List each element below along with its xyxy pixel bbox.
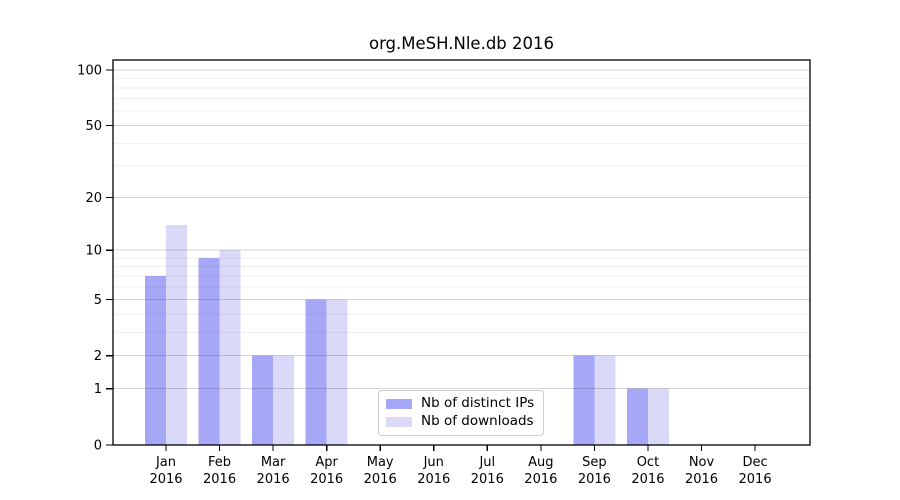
x-tick-label-year: 2016 [310, 472, 343, 487]
x-tick-label-year: 2016 [471, 472, 504, 487]
legend-label-downloads: Nb of downloads [421, 413, 534, 430]
legend-item-downloads: Nb of downloads [386, 415, 543, 429]
x-axis: Jan 2016 Feb 2016 Mar 2016 Apr 2016 May 2016 Jun 20… [149, 445, 772, 487]
y-tick-label: 1 [94, 382, 102, 397]
legend-swatch-distinct-ips-icon [386, 399, 412, 410]
legend-swatch-downloads-icon [386, 416, 412, 427]
x-tick-label-month: Apr [315, 455, 338, 470]
y-tick-label: 50 [85, 119, 102, 134]
x-tick-label-month: Mar [261, 455, 286, 470]
x-tick-label-year: 2016 [149, 472, 182, 487]
bar-jan-distinct-ips [145, 276, 166, 445]
gridlines [113, 69, 810, 390]
x-tick-label-month: Oct [637, 455, 659, 470]
x-tick-label-year: 2016 [257, 472, 290, 487]
legend-label-distinct-ips: Nb of distinct IPs [421, 395, 535, 412]
x-tick-label-year: 2016 [631, 472, 664, 487]
plot-border [112, 59, 811, 446]
bar-apr-distinct-ips [305, 299, 327, 445]
x-tick-label-month: Feb [208, 455, 231, 470]
x-tick-label-month: Aug [528, 455, 553, 470]
bar-oct-downloads [647, 388, 669, 445]
bar-feb-distinct-ips [198, 257, 220, 445]
x-tick-label-month: Dec [742, 455, 767, 470]
bar-sep-downloads [594, 355, 616, 445]
x-tick-label-year: 2016 [685, 472, 718, 487]
bar-oct-distinct-ips [626, 388, 648, 445]
x-tick-label-year: 2016 [524, 472, 557, 487]
y-tick-label: 5 [94, 293, 102, 308]
bar-sep-distinct-ips [573, 355, 595, 445]
x-tick-label-month: Jan [155, 455, 176, 470]
y-tick-label: 2 [94, 349, 102, 364]
legend-item-distinct-ips: Nb of distinct IPs [386, 397, 543, 411]
x-tick-label-month: May [367, 455, 394, 470]
x-tick-label-year: 2016 [739, 472, 772, 487]
bar-feb-downloads [219, 250, 241, 445]
x-tick-label-year: 2016 [578, 472, 611, 487]
x-tick-label-month: Jun [423, 455, 444, 470]
y-axis: 0 1 2 5 10 20 50 100 [77, 64, 113, 454]
chart-title: org.MeSH.Nle.db 2016 [368, 34, 555, 53]
x-tick-label-month: Jul [478, 455, 495, 470]
x-tick-label-year: 2016 [203, 472, 236, 487]
bars-layer [145, 225, 669, 445]
x-tick-label-year: 2016 [417, 472, 450, 487]
x-tick-label-month: Nov [689, 455, 715, 470]
y-tick-label: 0 [94, 439, 102, 454]
legend: Nb of distinct IPs Nb of downloads [378, 390, 544, 436]
x-tick-label-year: 2016 [364, 472, 397, 487]
bar-apr-downloads [326, 299, 348, 445]
y-tick-label: 20 [85, 191, 102, 206]
y-tick-label: 100 [77, 64, 102, 79]
x-tick-label-month: Sep [582, 455, 607, 470]
bar-mar-distinct-ips [252, 355, 274, 445]
bar-jan-downloads [166, 225, 187, 445]
y-tick-label: 10 [85, 244, 102, 259]
bar-mar-downloads [273, 355, 295, 445]
